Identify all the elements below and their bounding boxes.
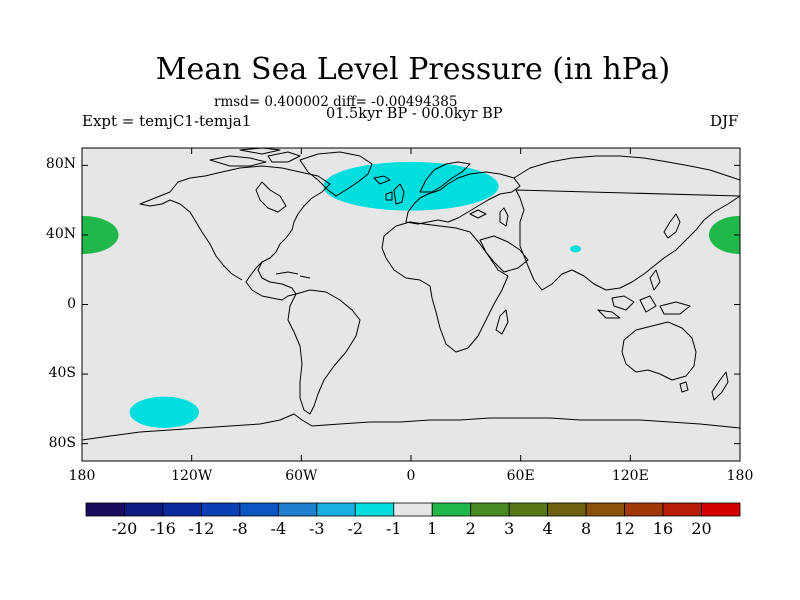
region-tibet: [570, 245, 581, 253]
colorbar-swatch: [585, 502, 625, 517]
coast-british-isles: [373, 175, 405, 205]
colorbar-tick-label: 2: [465, 519, 476, 538]
coastlines: [82, 148, 740, 441]
colorbar-tick-label: 16: [652, 519, 674, 538]
colorbar-tick-label: -4: [270, 519, 287, 538]
y-tick-label: 0: [67, 295, 76, 312]
x-tick-label: 120W: [171, 468, 213, 484]
colorbar-swatch: [431, 502, 472, 517]
x-tick-label: 60E: [506, 468, 535, 484]
region-north-atlantic-scandinavia: [323, 161, 499, 211]
colorbar-tick-label: 20: [691, 519, 712, 538]
axis-ticks: [81, 148, 741, 461]
colorbar-swatch: [239, 502, 279, 517]
colorbar-tick-label: 12: [614, 519, 635, 538]
coast-se-asia-islands: [597, 269, 691, 319]
colorbar-tick-label: -8: [232, 519, 248, 538]
colorbar-tick-label: 8: [581, 519, 592, 538]
colorbar-swatch: [162, 502, 202, 517]
region-north-pacific-west: [708, 215, 740, 255]
experiment-label: Expt = temjC1-temja1: [82, 112, 252, 130]
coast-africa: [381, 221, 509, 353]
colorbar-tick-label: -1: [385, 519, 402, 538]
coast-inland-seas: [469, 207, 509, 227]
colorbar-tick-label: 3: [504, 519, 515, 538]
coast-south-america: [287, 289, 361, 415]
x-tick-label: 120E: [611, 468, 649, 484]
colorbar-swatch: [470, 502, 510, 517]
x-tick-label: 180: [68, 468, 96, 484]
colorbar-swatch: [508, 502, 549, 517]
colorbar-swatch: [393, 502, 433, 517]
coast-europe: [405, 171, 521, 225]
coast-antarctica: [82, 413, 740, 441]
region-southern-pacific: [129, 396, 199, 428]
colorbar-swatch: [85, 502, 125, 517]
coast-greenland: [299, 151, 373, 197]
colorbar-swatch: [124, 502, 164, 517]
coast-new-zealand: [711, 371, 729, 401]
stats-line: rmsd= 0.400002 diff= -0.00494385: [214, 94, 458, 110]
map-panel: [81, 147, 741, 462]
colorbar-swatch: [354, 502, 395, 517]
x-tick-label: 0: [406, 468, 416, 484]
x-tick-label: 60W: [285, 468, 318, 484]
y-tick-label: 80N: [45, 156, 76, 173]
colorbar-tick-label: -12: [188, 519, 215, 538]
colorbar-swatch: [277, 502, 318, 517]
y-tick-label: 40N: [45, 225, 76, 242]
colorbar-tick-label: 4: [542, 519, 553, 538]
colorbar-tick-label: -16: [150, 519, 176, 538]
coast-australia: [621, 321, 697, 393]
coast-arabia: [479, 235, 529, 273]
x-tick-label: 180: [726, 468, 754, 484]
coast-asia: [513, 155, 740, 291]
colorbar-tick-label: -20: [111, 519, 138, 538]
colorbar-swatch: [547, 502, 587, 517]
colorbar-tick-label: -3: [309, 519, 325, 538]
y-tick-label: 80S: [48, 434, 76, 451]
colorbar-tick-label: 1: [427, 519, 438, 538]
period-line: 01.5kyr BP - 00.0kyr BP: [326, 106, 503, 122]
region-north-pacific-east: [82, 215, 119, 255]
colorbar: [85, 502, 741, 517]
season-label: DJF: [710, 112, 739, 130]
coast-caribbean: [275, 271, 311, 279]
colorbar-swatch: [662, 502, 702, 517]
colorbar-tick-label: -2: [347, 519, 364, 538]
colorbar-swatch: [624, 502, 664, 517]
coast-madagascar: [495, 309, 509, 335]
coast-arctic-islands: [209, 148, 301, 167]
coast-scandinavia: [419, 161, 471, 193]
y-tick-label: 40S: [48, 365, 76, 382]
colorbar-swatch: [701, 502, 741, 517]
colorbar-swatch: [316, 502, 356, 517]
colorbar-swatch: [201, 502, 241, 517]
coast-hudson-bay: [255, 181, 287, 213]
map-title: Mean Sea Level Pressure (in hPa): [155, 52, 671, 87]
coast-japan: [663, 213, 681, 239]
